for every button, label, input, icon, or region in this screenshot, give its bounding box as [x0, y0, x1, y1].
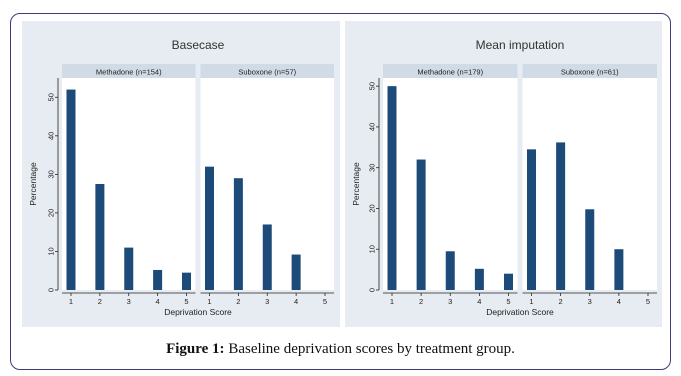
x-tick-label: 1: [69, 297, 73, 306]
bar: [124, 247, 134, 290]
x-tick-label: 2: [236, 297, 240, 306]
x-tick-label: 5: [323, 297, 327, 306]
bar: [585, 209, 595, 290]
x-tick-label: 5: [184, 297, 188, 306]
x-axis-label: Deprivation Score: [486, 307, 554, 317]
caption-label: Figure 1:: [166, 341, 225, 357]
bar: [262, 224, 272, 290]
x-tick-label: 5: [506, 297, 510, 306]
x-tick-label: 4: [156, 297, 160, 306]
facet-strip: [522, 64, 657, 78]
facet-label: Suboxone (n=57): [238, 68, 296, 77]
bar: [95, 184, 105, 290]
bar: [556, 142, 566, 290]
x-tick-label: 4: [294, 297, 298, 306]
y-tick-label: 20: [368, 204, 377, 212]
facet-strip: [200, 64, 334, 78]
caption-text: Baseline deprivation scores by treatment…: [224, 341, 515, 357]
chart-title: Mean imputation: [476, 38, 565, 52]
bar: [182, 272, 191, 290]
y-tick-label: 10: [368, 245, 377, 253]
chart-basecase: Basecase Methadone (n=154) 1 2 3 4 5 Suboxone (…: [22, 21, 340, 327]
y-tick-label: 50: [368, 82, 377, 90]
y-tick-label: 30: [47, 170, 56, 178]
x-tick-label: 5: [646, 297, 650, 306]
bar: [233, 178, 243, 290]
chart-title: Basecase: [172, 38, 225, 52]
x-tick-label: 3: [448, 297, 452, 306]
bar: [66, 89, 76, 291]
x-tick-label: 4: [477, 297, 481, 306]
x-axis-label: Deprivation Score: [164, 307, 232, 317]
bar: [291, 254, 301, 290]
x-tick-label: 2: [559, 297, 563, 306]
x-tick-label: 3: [588, 297, 592, 306]
x-tick-label: 3: [265, 297, 269, 306]
y-tick-label: 10: [47, 247, 56, 255]
x-tick-label: 2: [419, 297, 423, 306]
bar: [387, 86, 397, 291]
bar: [504, 273, 513, 290]
bar: [153, 269, 163, 290]
y-tick-label: 50: [47, 93, 56, 101]
chart-mean-imputation-svg: Mean imputation Methadone (n=179) 1 2 3 4 5 Sub…: [351, 38, 657, 317]
chart-mean-imputation: Mean imputation Methadone (n=179) 1 2 3 4 5 Sub…: [345, 21, 662, 327]
y-axis-label: Percentage: [28, 162, 38, 206]
x-tick-label: 3: [127, 297, 131, 306]
facet-label: Suboxone (n=61): [561, 68, 619, 77]
facet-strip: [62, 64, 196, 78]
y-axis-label: Percentage: [351, 162, 361, 206]
y-tick-label: 0: [368, 288, 377, 292]
bar: [527, 149, 536, 290]
bar: [614, 249, 624, 290]
bar: [416, 159, 426, 290]
y-tick-label: 0: [47, 288, 56, 292]
chart-basecase-svg: Basecase Methadone (n=154) 1 2 3 4 5 Suboxone (…: [28, 38, 334, 317]
x-tick-label: 1: [207, 297, 211, 306]
y-tick-label: 40: [368, 123, 377, 131]
x-tick-label: 4: [617, 297, 621, 306]
x-tick-label: 2: [98, 297, 102, 306]
facet-strip: [383, 64, 518, 78]
y-tick-label: 30: [368, 164, 377, 172]
bar: [205, 166, 214, 290]
facet-label: Methadone (n=179): [417, 68, 483, 77]
x-tick-label: 1: [529, 297, 533, 306]
y-tick-label: 20: [47, 209, 56, 217]
figure-caption: Figure 1: Baseline deprivation scores by…: [0, 341, 681, 358]
x-tick-label: 1: [390, 297, 394, 306]
y-tick-label: 40: [47, 132, 56, 140]
bar: [445, 251, 455, 290]
bar: [474, 268, 484, 290]
facet-label: Methadone (n=154): [96, 68, 162, 77]
